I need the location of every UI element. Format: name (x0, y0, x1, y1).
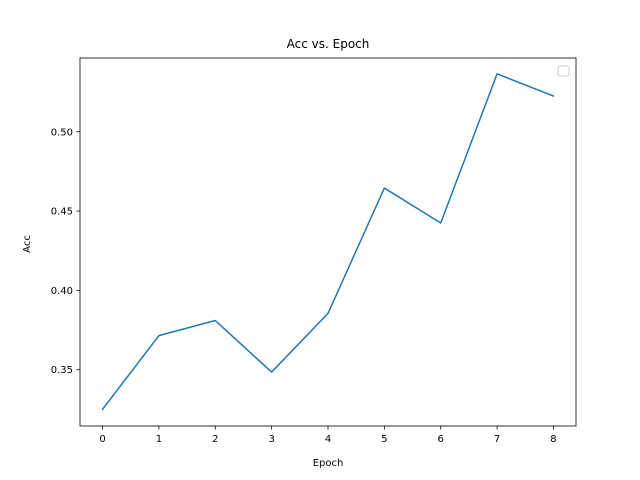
x-tick-label: 4 (325, 434, 331, 445)
y-tick-label: 0.35 (51, 365, 73, 376)
legend-box (557, 65, 570, 77)
y-axis-label: Acc (22, 235, 33, 253)
x-tick-label: 2 (212, 434, 218, 445)
chart-title: Acc vs. Epoch (287, 37, 370, 51)
x-axis-label: Epoch (313, 458, 344, 469)
x-tick-label: 3 (268, 434, 274, 445)
y-tick-label: 0.40 (51, 286, 73, 297)
y-tick-label: 0.45 (51, 207, 73, 218)
x-tick-label: 0 (99, 434, 105, 445)
x-tick-label: 6 (438, 434, 444, 445)
x-tick-label: 8 (550, 434, 556, 445)
x-tick-label: 7 (494, 434, 500, 445)
plot-area: 0 1 2 3 4 5 6 7 8 0.35 0.40 0.45 0.50 (51, 57, 577, 445)
x-tick-label: 1 (156, 434, 162, 445)
y-tick-label: 0.50 (51, 127, 73, 138)
x-tick-label: 5 (381, 434, 387, 445)
series-line-0 (101, 73, 555, 411)
